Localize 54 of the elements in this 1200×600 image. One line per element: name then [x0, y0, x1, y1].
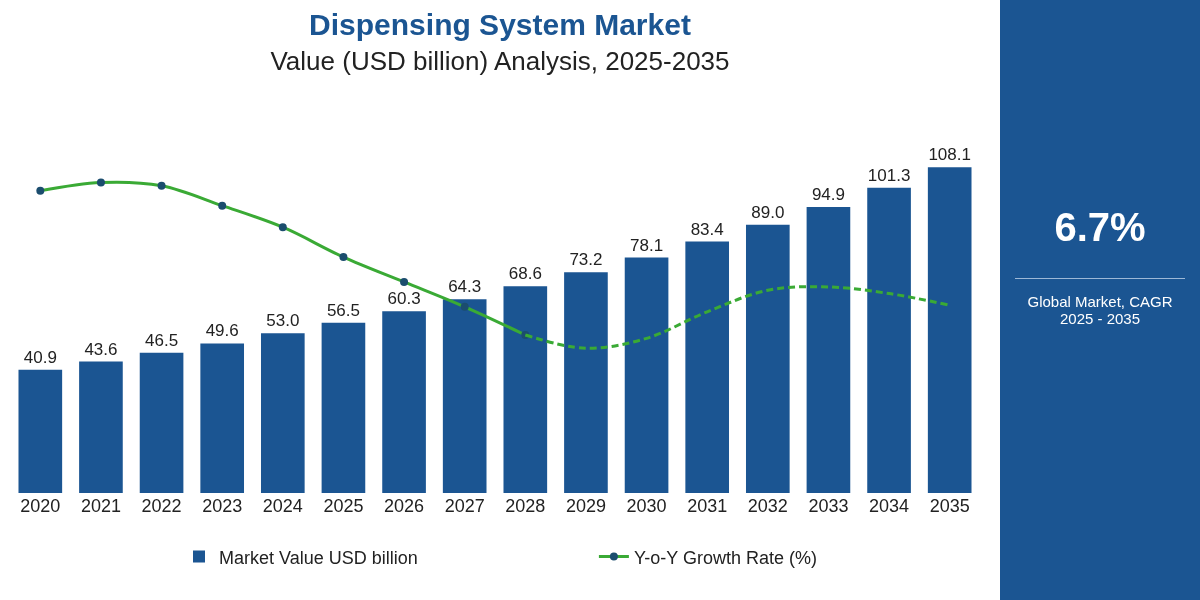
bar	[79, 361, 123, 493]
bar	[260, 333, 305, 493]
x-tick-label: 2033	[808, 496, 849, 516]
data-label: 78.1	[630, 235, 664, 255]
legend-label: Market Value USD billion	[219, 547, 418, 568]
bar	[806, 206, 851, 493]
bar	[927, 167, 972, 493]
bar	[564, 272, 608, 493]
x-tick-label: 2021	[80, 496, 121, 516]
data-label: 101.3	[867, 165, 911, 185]
data-label: 49.6	[205, 321, 239, 341]
data-label: 56.5	[326, 300, 360, 320]
data-label: 94.9	[811, 184, 845, 204]
legend-label: Y-o-Y Growth Rate (%)	[633, 547, 817, 568]
data-label: 60.3	[387, 289, 421, 309]
x-tick-label: 2034	[869, 496, 910, 516]
x-tick-label: 2032	[747, 496, 788, 516]
bar	[685, 241, 730, 493]
data-label: 73.2	[569, 250, 603, 270]
x-tick-label: 2020	[20, 496, 61, 516]
bar	[624, 257, 669, 493]
x-tick-label: 2025	[323, 496, 364, 516]
data-label: 40.9	[23, 347, 57, 367]
x-tick-label: 2028	[505, 496, 546, 516]
x-tick-label: 2029	[565, 496, 606, 516]
text: 6.7%	[1053, 205, 1147, 250]
bar	[200, 343, 245, 493]
data-label: 46.5	[145, 330, 179, 350]
x-tick-label: 2022	[141, 496, 182, 516]
bar	[321, 322, 366, 493]
x-tick-label: 2031	[687, 496, 728, 516]
bar	[18, 369, 63, 493]
bar	[382, 311, 426, 493]
bar	[442, 299, 487, 493]
x-tick-label: 2026	[384, 496, 425, 516]
x-tick-label: 2030	[626, 496, 667, 516]
x-tick-label: 2024	[262, 496, 303, 516]
bar	[503, 286, 548, 493]
bar	[139, 352, 184, 493]
data-label: 108.1	[928, 145, 971, 165]
x-tick-label: 2023	[202, 496, 243, 516]
bar	[745, 224, 790, 493]
data-label: 43.6	[84, 339, 118, 359]
data-label: 64.3	[448, 277, 482, 297]
x-tick-label: 2027	[444, 496, 485, 516]
data-label: 68.6	[508, 264, 542, 284]
text: Global Market, CAGR 2025 - 2035	[1015, 278, 1185, 327]
bar	[867, 187, 911, 493]
data-label: 89.0	[751, 202, 785, 222]
data-label: 83.4	[690, 219, 724, 239]
data-label: 53.0	[266, 311, 300, 331]
chart-title: Dispensing System Market	[308, 8, 692, 42]
chart-subtitle: Value (USD billion) Analysis, 2025-2035	[269, 46, 731, 77]
x-tick-label: 2035	[929, 496, 970, 516]
